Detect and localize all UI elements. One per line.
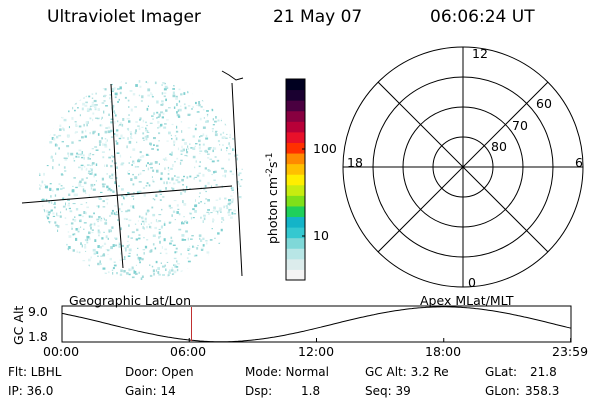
- colorbar-cell: [286, 237, 305, 249]
- dsp-label: Dsp:: [245, 384, 273, 398]
- colorbar-cell: [286, 79, 305, 91]
- orbit-xtick-label: 23:59: [552, 344, 589, 359]
- colorbar-cell: [286, 195, 305, 207]
- polar-ring-label-70: 70: [512, 118, 528, 133]
- orbit-xtick-label: 00:00: [43, 344, 80, 359]
- orbit-xtick-label: 06:00: [170, 344, 207, 359]
- orbit-right-label: Apex MLat/MLT: [420, 293, 514, 308]
- colorbar-cell: [286, 131, 305, 143]
- orbit-ymin-label: 1.8: [28, 329, 48, 344]
- polar-label-6: 6: [575, 155, 583, 170]
- colorbar-cell: [286, 258, 305, 270]
- gain-label: Gain: 14: [125, 384, 176, 398]
- seq-label: Seq: 39: [365, 384, 411, 398]
- polar-ring-label-60: 60: [536, 96, 552, 111]
- ip-label: IP: 36.0: [8, 384, 54, 398]
- gc-alt-label: GC Alt: 3.2 Re: [365, 365, 449, 379]
- polar-label-18: 18: [347, 155, 363, 170]
- colorbar-cell: [286, 89, 305, 101]
- glon-label: GLon:: [485, 384, 520, 398]
- time-label: 06:06:24 UT: [430, 7, 535, 27]
- date-label: 21 May 07: [273, 7, 363, 27]
- colorbar-cell: [286, 174, 305, 186]
- colorbar-cell: [286, 227, 305, 239]
- colorbar-cell: [286, 153, 305, 165]
- polar-ring-label-80: 80: [491, 139, 507, 154]
- colorbar-cell: [286, 184, 305, 196]
- colorbar-cell: [286, 100, 305, 112]
- orbit-left-label: Geographic Lat/Lon: [69, 293, 191, 308]
- polar-label-12: 12: [472, 46, 488, 61]
- polar-label-0: 0: [468, 275, 476, 290]
- orbit-xtick-label: 18:00: [425, 344, 462, 359]
- glat-label: GLat:: [485, 365, 518, 379]
- glat-value: 21.8: [530, 365, 557, 379]
- colorbar-cell: [286, 142, 305, 154]
- mode-label: Mode: Normal: [245, 365, 329, 379]
- colorbar-cell: [286, 110, 305, 122]
- colorbar-cell: [286, 269, 305, 281]
- filter-label: Flt: LBHL: [8, 365, 62, 379]
- colorbar-cell: [286, 163, 305, 175]
- orbit-xtick-label: 12:00: [298, 344, 335, 359]
- colorbar-tick-label-10: 10: [313, 228, 329, 243]
- colorbar-cell: [286, 248, 305, 260]
- colorbar-cell: [286, 216, 305, 228]
- door-label: Door: Open: [125, 365, 194, 379]
- glon-value: 358.3: [525, 384, 560, 398]
- colorbar-tick-label-100: 100: [313, 141, 337, 156]
- orbit-altitude-curve: [61, 306, 572, 343]
- dsp-value: 1.8: [301, 384, 321, 398]
- polar-diagonal-2: [377, 81, 549, 253]
- app-title: Ultraviolet Imager: [47, 7, 201, 27]
- orbit-ymax-label: 9.0: [28, 304, 48, 319]
- colorbar-frame: [285, 78, 306, 281]
- colorbar-cell: [286, 121, 305, 133]
- colorbar-cell: [286, 205, 305, 218]
